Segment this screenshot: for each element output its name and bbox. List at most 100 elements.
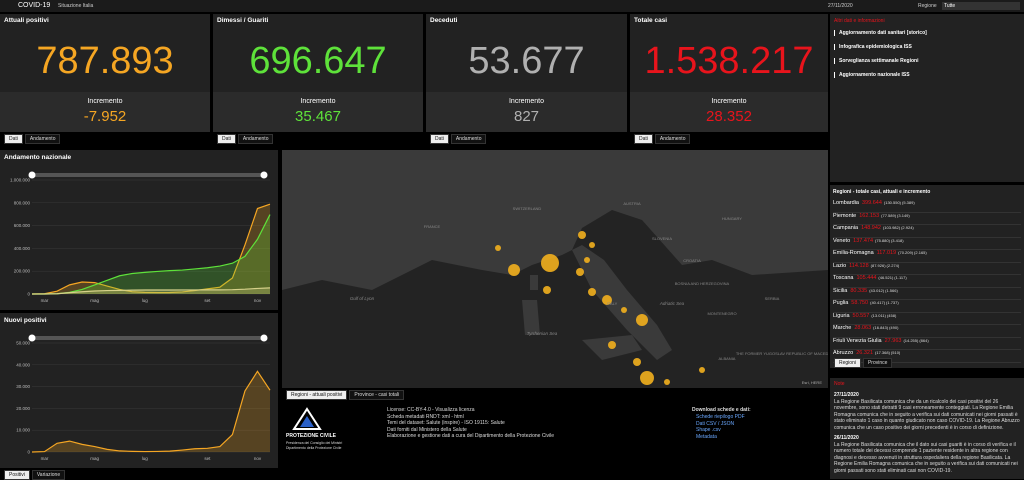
y-tick-label: 800.000 [14, 200, 31, 205]
kpi-increment-box: Incremento -7.952 [0, 92, 210, 132]
info-line: Dati forniti dal Ministero della Salute [387, 426, 467, 433]
notes-panel: Note 27/11/2020 La Regione Basilicata com… [830, 378, 1024, 479]
x-tick-label: mar [41, 456, 49, 461]
slider-handle[interactable] [260, 334, 268, 342]
region-increment: (1.117) [894, 275, 907, 280]
area-fill [32, 214, 270, 294]
area-fill [32, 287, 270, 294]
series-line [31, 214, 271, 295]
tab[interactable]: Regioni - attuali positivi [286, 390, 348, 400]
range-slider [32, 336, 264, 340]
region-increment: (2.165) [914, 250, 927, 255]
line-chart: Nuovi positivi 0 10.000 20.000 30.000 40.000 5… [0, 313, 278, 468]
region-name: Lombardia [833, 200, 859, 206]
increment-value: -7.952 [83, 108, 127, 125]
region-current: (17.368) [875, 350, 890, 355]
kpi-title: Attuali positivi [4, 17, 49, 24]
increment-value: 827 [513, 108, 540, 125]
region-increment: (490) [889, 325, 899, 330]
series-line [31, 203, 271, 295]
map-label: HUNGARY [722, 216, 742, 221]
regions-panel: Regioni - totale casi, attuali e increme… [830, 185, 1024, 368]
region-increment: (864) [919, 337, 929, 343]
region-name: Emilia-Romagna [833, 250, 874, 256]
download-list: Schede riepilogo PDF Dati CSV / JSON Shape… [696, 414, 816, 440]
range-slider [32, 173, 264, 177]
kpi-increment-box: Incremento 35.467 [213, 92, 423, 132]
region-name: Abruzzo [833, 350, 854, 356]
download-link[interactable]: Schede riepilogo PDF [696, 414, 745, 420]
x-tick-label: mag [90, 456, 99, 461]
links-title: Altri dati e informazioni [834, 18, 885, 24]
map-label: BOSNIA AND HERZEGOVINA [675, 281, 730, 286]
map-label: ALBANIA [719, 356, 736, 361]
region-increment: (2.924) [901, 225, 914, 230]
tab[interactable]: Province [862, 358, 893, 368]
tab[interactable]: Dati [634, 134, 653, 144]
region-name: Sicilia [833, 287, 848, 294]
region-current: (40.417) [870, 300, 886, 305]
y-tick-label: 50.000 [16, 341, 30, 346]
kpi-value: 787.893 [36, 40, 174, 82]
x-tick-label: lug [142, 298, 149, 303]
slider-handle[interactable] [28, 334, 36, 342]
region-select[interactable]: Tutte [942, 2, 1020, 10]
region-increment: (5.389) [902, 200, 915, 205]
region-row: Toscana 105.444 (46.521)(1.117) [833, 275, 1021, 288]
increment-label: Incremento [711, 98, 747, 105]
download-link[interactable]: Dati CSV / JSON [696, 420, 735, 427]
region-current: (77.589) [881, 212, 897, 218]
link[interactable]: Infografica epidemiologica ISS [834, 44, 1019, 50]
download-link[interactable]: Shape .csv [696, 427, 721, 433]
link[interactable]: Aggiornamento nazionale ISS [834, 72, 1019, 78]
land [282, 150, 828, 360]
region-row: Liguria 50.557 (13.011)(458) [833, 312, 1021, 325]
kpi-increment-box: Incremento 827 [426, 92, 627, 132]
download-link[interactable]: Metadata [696, 433, 717, 440]
tab[interactable]: Dati [4, 134, 23, 144]
region-current: (16.843) [873, 325, 889, 330]
region-row: Piemonte 162.153 (77.589)(3.149) [833, 212, 1021, 225]
region-increment: (3.149) [897, 212, 910, 218]
region-current: (70.209) [898, 250, 914, 255]
kpi-value: 696.647 [249, 40, 387, 82]
region-row: Abruzzo 26.321 (17.368)(510) [833, 350, 1021, 363]
tab[interactable]: Andamento [24, 134, 61, 144]
region-current: (103.982) [882, 225, 901, 230]
region-current: (130.550) [883, 200, 902, 205]
region-row: Lombardia 399.644 (130.550)(5.389) [833, 200, 1021, 213]
slider-handle[interactable] [260, 171, 268, 179]
tab[interactable]: Regioni [834, 358, 861, 368]
region-name: Liguria [833, 312, 850, 319]
y-tick-label: 30.000 [16, 384, 30, 389]
map: FRANCE SWITZERLAND AUSTRIA HUNGARY SLOVENIA C… [282, 150, 828, 388]
logo-sub: Presidenza del Consiglio dei Ministri [286, 441, 343, 445]
link[interactable]: Sorveglianza settimanale Regioni [834, 58, 1019, 64]
notes-title: Note [834, 381, 845, 387]
increment-label: Incremento [87, 98, 123, 105]
increment-label: Incremento [300, 98, 336, 105]
y-tick-label: 400.000 [14, 246, 31, 251]
tab[interactable]: Province - casi totali [349, 390, 405, 400]
link[interactable]: Aggiornamento dati sanitari [storico] [834, 30, 1019, 36]
region-total: 137.474 [853, 237, 874, 244]
tab[interactable]: Dati [430, 134, 449, 144]
series-line [31, 287, 271, 295]
tab[interactable]: Dati [217, 134, 236, 144]
kpi-card: Attuali positivi 787.893 [0, 14, 210, 92]
region-row: Lazio 114.128 (87.926)(2.274) [833, 263, 1021, 275]
tab[interactable]: Andamento [450, 134, 487, 144]
region-increment: (458) [886, 312, 897, 318]
x-tick-label: lug [142, 456, 149, 461]
map-label: ITALY [607, 301, 618, 306]
app-subtitle: Situazione Italia [58, 3, 94, 9]
region-current: (14.255) [903, 337, 919, 343]
slider-handle[interactable] [28, 171, 36, 179]
region-increment: (1.566) [885, 287, 898, 293]
increment-value: 35.467 [295, 108, 341, 125]
tab[interactable]: Andamento [237, 134, 274, 144]
region-name: Toscana [833, 275, 854, 281]
region-total: 105.444 [856, 275, 877, 281]
y-tick-label: 1.000.000 [10, 178, 31, 183]
tab[interactable]: Andamento [654, 134, 691, 144]
